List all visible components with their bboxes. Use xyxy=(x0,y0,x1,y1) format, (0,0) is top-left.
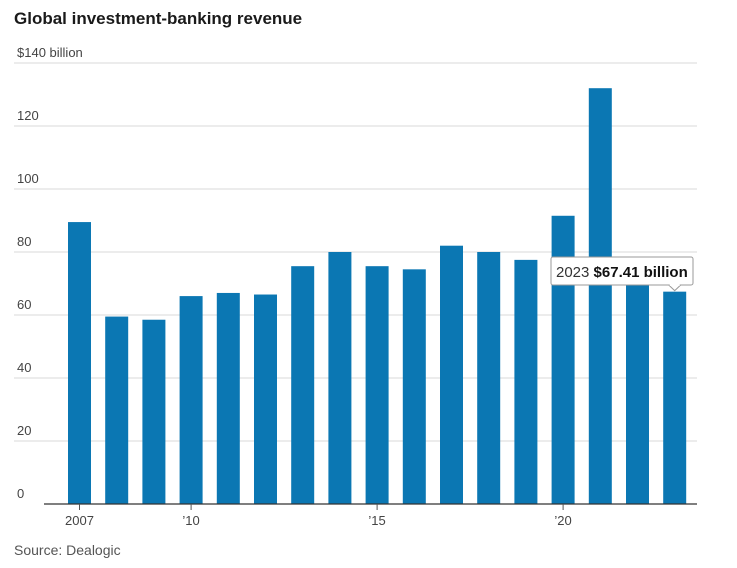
bar-2010[interactable] xyxy=(179,296,203,504)
tooltip-box xyxy=(550,256,694,286)
tooltip-text: 2023 $67.41 billion xyxy=(556,264,688,281)
tooltip-value: $67.41 billion xyxy=(594,264,688,281)
bar-2022[interactable] xyxy=(626,256,649,504)
x-tick-label: ’15 xyxy=(368,513,385,528)
tooltip-year: 2023 xyxy=(556,264,594,281)
bar-2011[interactable] xyxy=(216,292,240,504)
bar-2008[interactable] xyxy=(105,316,129,504)
bar-2016[interactable] xyxy=(402,269,426,504)
x-tick-label: 2007 xyxy=(65,513,94,528)
x-tick-label: ’10 xyxy=(182,513,199,528)
bar-2009[interactable] xyxy=(142,319,166,504)
y-tick-label: 20 xyxy=(17,423,31,438)
chart-title: Global investment-banking revenue xyxy=(14,9,303,28)
y-tick-label: 80 xyxy=(17,234,31,249)
bar-2023[interactable] xyxy=(663,291,687,504)
bar-2018[interactable] xyxy=(477,252,501,504)
bar-2019[interactable] xyxy=(514,259,538,504)
x-axis: 2007 ’10 ’15 ’20 xyxy=(44,503,697,528)
y-axis-labels: 0 20 40 60 80 100 120 $140 billion xyxy=(17,45,83,501)
bar-2021[interactable] xyxy=(588,88,612,504)
bar-2007[interactable] xyxy=(68,222,91,504)
tooltip: 2023 $67.41 billion xyxy=(550,256,694,292)
bar-2017[interactable] xyxy=(440,245,463,504)
gridlines xyxy=(14,62,697,442)
y-tick-label: 0 xyxy=(17,486,24,501)
bar-2012[interactable] xyxy=(254,294,277,504)
source-note: Source: Dealogic xyxy=(14,542,121,558)
y-tick-label: 120 xyxy=(17,108,39,123)
bar-2013[interactable] xyxy=(291,266,315,504)
y-tick-label: 100 xyxy=(17,171,39,186)
bar-2020[interactable] xyxy=(551,215,575,504)
bar-2015[interactable] xyxy=(365,266,389,504)
y-tick-label: 60 xyxy=(17,297,31,312)
y-tick-label: $140 billion xyxy=(17,45,83,60)
bar-2014[interactable] xyxy=(328,252,352,504)
x-tick-label: ’20 xyxy=(554,513,571,528)
y-tick-label: 40 xyxy=(17,360,31,375)
bars xyxy=(68,88,687,504)
